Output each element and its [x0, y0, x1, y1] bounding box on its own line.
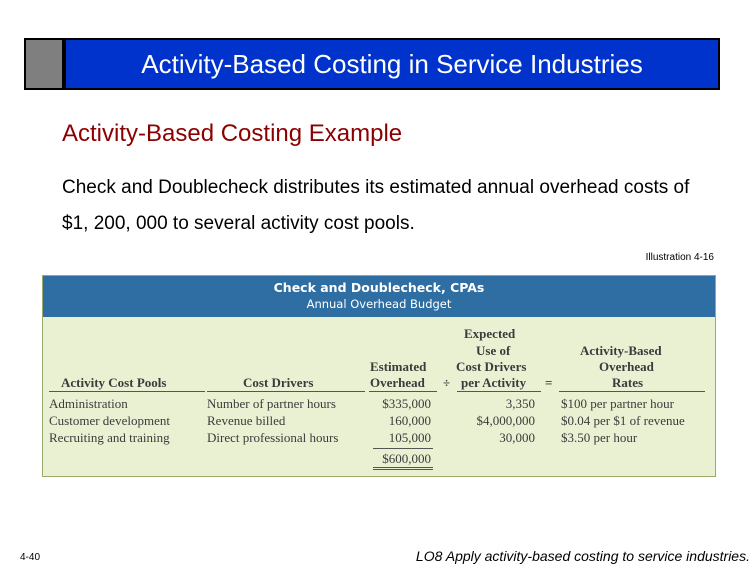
title-accent-block: [26, 40, 62, 88]
row-driver: Revenue billed: [207, 413, 286, 428]
illustration-label: Illustration 4-16: [645, 252, 714, 263]
row-rate: $0.04 per $1 of revenue: [561, 413, 685, 428]
header-rates-line1: Activity-Based: [580, 343, 662, 358]
row-pool: Customer development: [49, 413, 170, 428]
total-rule-double: [373, 469, 433, 470]
row-driver: Number of partner hours: [207, 396, 336, 411]
row-rate: $100 per partner hour: [561, 396, 674, 411]
row-overhead: $335,000: [382, 396, 431, 411]
header-rule: [457, 391, 541, 392]
header-use-line1: Expected: [464, 326, 516, 341]
total-rule-top: [373, 448, 433, 449]
header-rates-line3: Rates: [612, 375, 644, 390]
total-overhead: $600,000: [382, 451, 431, 466]
table-caption: Annual Overhead Budget: [306, 297, 452, 311]
header-use-line2: Use of: [476, 343, 511, 358]
row-overhead: 105,000: [388, 430, 431, 445]
learning-objective: LO8 Apply activity-based costing to serv…: [415, 548, 750, 564]
overhead-budget-table: Check and Doublecheck, CPAs Annual Overh…: [42, 275, 716, 477]
slide-title: Activity-Based Costing in Service Indust…: [66, 40, 718, 88]
header-rule: [49, 391, 205, 392]
company-name: Check and Doublecheck, CPAs: [273, 280, 485, 295]
row-use: 3,350: [505, 396, 535, 411]
row-use: 30,000: [499, 430, 535, 445]
page-number: 4-40: [20, 552, 41, 563]
row-rate: $3.50 per hour: [561, 430, 638, 445]
row-pool: Recruiting and training: [49, 430, 170, 445]
row-driver: Direct professional hours: [207, 430, 339, 445]
slide-body-text: Check and Doublecheck distributes its es…: [62, 177, 690, 234]
header-rule: [559, 391, 705, 392]
header-rates-line2: Overhead: [599, 359, 654, 374]
row-pool: Administration: [49, 396, 128, 411]
header-use-line4: per Activity: [461, 375, 527, 390]
table-header-banner: Check and Doublecheck, CPAs Annual Overh…: [43, 276, 715, 317]
header-overhead-line2: Overhead: [370, 375, 425, 390]
total-rule-double: [373, 467, 433, 468]
header-rule: [369, 391, 437, 392]
header-rule: [207, 391, 365, 392]
row-overhead: 160,000: [388, 413, 431, 428]
header-drivers: Cost Drivers: [243, 375, 314, 390]
header-pools: Activity Cost Pools: [61, 375, 167, 390]
header-use-line3: Cost Drivers: [456, 359, 527, 374]
row-use: $4,000,000: [476, 413, 536, 428]
divide-sign: ÷: [443, 375, 451, 390]
equals-sign: =: [545, 375, 553, 390]
slide-subtitle: Activity-Based Costing Example: [62, 120, 403, 147]
header-overhead-line1: Estimated: [370, 359, 427, 374]
